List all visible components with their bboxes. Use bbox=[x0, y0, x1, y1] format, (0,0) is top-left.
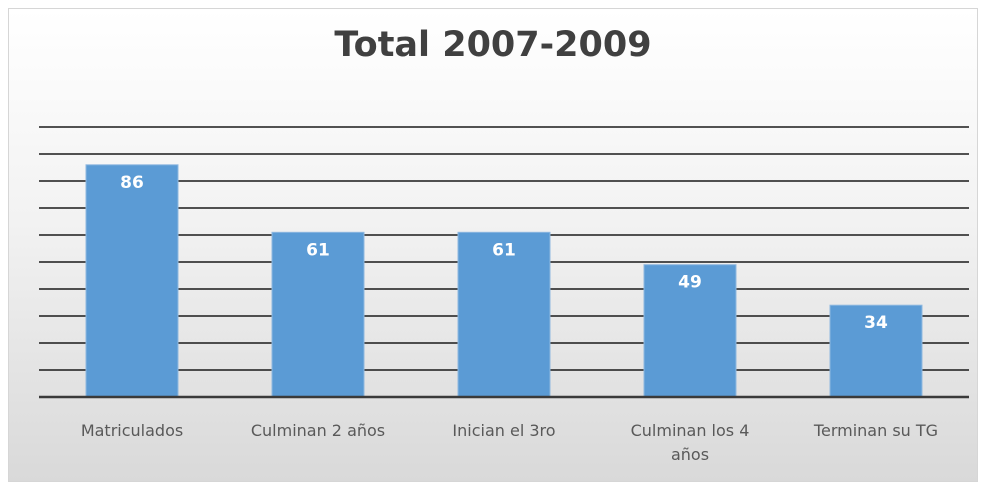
data-label: 86 bbox=[120, 173, 144, 193]
bar bbox=[271, 231, 365, 398]
data-label: 34 bbox=[864, 313, 888, 333]
bar bbox=[643, 264, 737, 398]
data-label: 61 bbox=[492, 240, 516, 260]
category-label: Terminan su TG bbox=[813, 421, 939, 440]
data-label: 49 bbox=[678, 273, 702, 293]
chart-title: Total 2007-2009 bbox=[334, 25, 652, 65]
bar bbox=[85, 164, 179, 398]
bar bbox=[457, 231, 551, 398]
plot-area: 86 61 61 49 34 bbox=[39, 126, 969, 399]
category-label: Matriculados bbox=[80, 421, 184, 440]
category-label: Culminan 2 años bbox=[250, 421, 386, 440]
category-label: Inician el 3ro bbox=[452, 421, 556, 440]
chart-frame: Total 2007-2009 86 61 61 49 34 Matriculados C… bbox=[8, 8, 978, 482]
category-label: Culminan los 4 años bbox=[630, 421, 750, 464]
data-label: 61 bbox=[306, 240, 330, 260]
